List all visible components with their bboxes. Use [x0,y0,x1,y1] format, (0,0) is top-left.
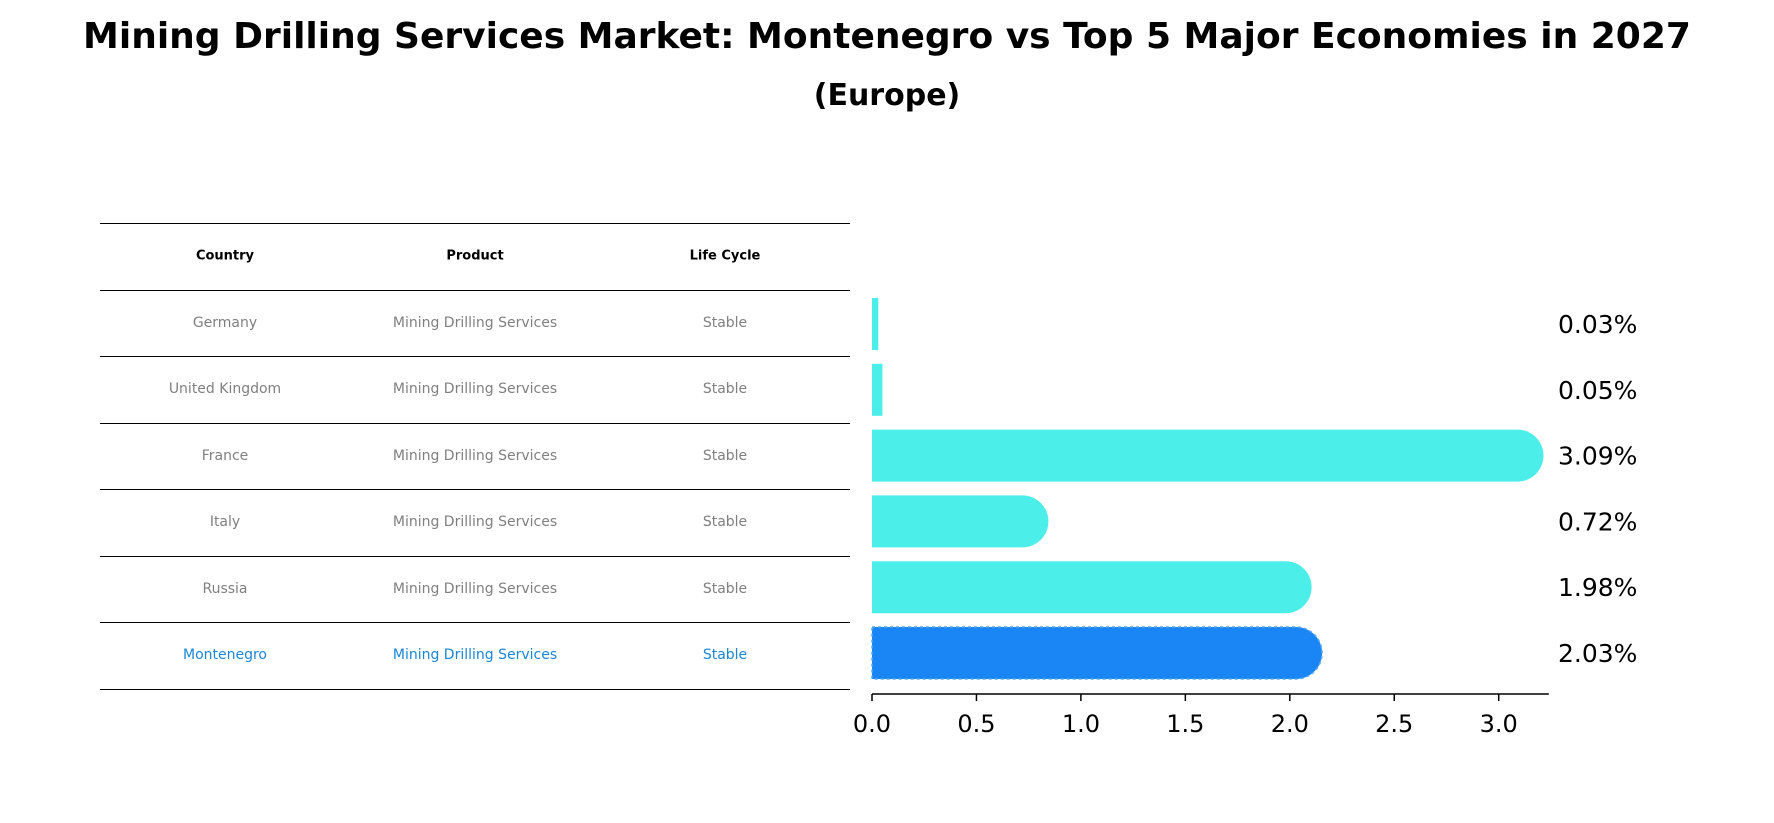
highlight-bar-outline [871,626,1323,680]
bar-italy [872,495,1049,548]
table-cell: Russia [202,580,248,597]
table-rule [100,289,850,291]
table-cell: Stable [702,647,748,664]
value-label: 3.09% [1558,442,1637,471]
table-cell: Stable [702,447,748,464]
table-cell: Montenegro [182,647,268,664]
table-rule [100,223,850,224]
table-rule [100,422,850,424]
bar-montenegro [872,627,1323,679]
table-cell: Stable [702,580,748,597]
bar-france [872,429,1544,482]
value-label: 0.03% [1558,310,1637,339]
chart-subtitle: (Europe) [813,78,961,113]
x-tick-label: 1.5 [1166,710,1204,738]
table-rule [100,356,850,357]
x-tick-label: 1.0 [1062,710,1100,738]
table-header-product: Product [446,248,504,264]
table-cell: Stable [702,314,748,331]
value-label: 0.05% [1558,376,1637,405]
table-cell: United Kingdom [168,381,282,398]
bar-russia [872,561,1312,614]
value-label: 0.72% [1558,507,1637,536]
x-tick-label: 3.0 [1480,710,1518,738]
x-tick-label: 2.5 [1375,710,1413,738]
x-tick-label: 0.0 [853,710,891,738]
table-cell: Stable [702,381,748,398]
table-cell: Mining Drilling Services [392,314,558,331]
table-rule [100,489,850,490]
table-cell: Mining Drilling Services [392,447,558,464]
chart-title: Mining Drilling Services Market: Montene… [83,16,1691,57]
table-cell: Mining Drilling Services [392,580,558,597]
table-header-life-cycle: Life Cycle [689,248,761,264]
table-cell: Italy [209,514,241,531]
bar-united-kingdom [872,363,883,416]
table-rule [100,622,850,623]
value-label: 1.98% [1558,573,1637,602]
bar-germany [872,298,879,350]
table-cell: Stable [702,514,748,531]
table-header-country: Country [195,248,255,264]
table-rule [100,688,850,690]
table-cell: Mining Drilling Services [392,381,558,398]
x-tick-label: 0.5 [957,710,995,738]
x-tick-label: 2.0 [1271,710,1309,738]
table-cell: France [201,447,249,464]
table-cell: Mining Drilling Services [392,647,558,664]
table-cell: Germany [192,314,258,331]
value-label: 2.03% [1558,639,1637,668]
table-rule [100,555,850,557]
table-cell: Mining Drilling Services [392,514,558,531]
